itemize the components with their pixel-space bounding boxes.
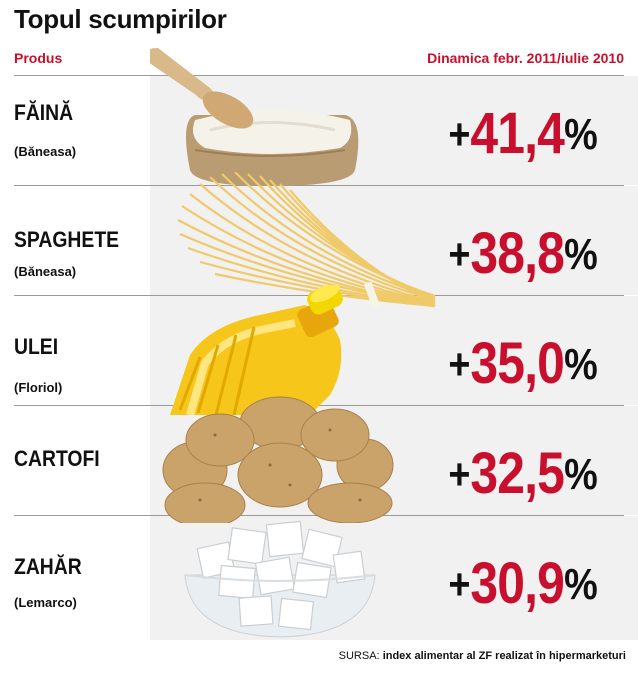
value-label: +35,0% xyxy=(449,330,598,397)
value-label: +30,9% xyxy=(449,550,598,617)
value-label: +41,4% xyxy=(449,100,598,167)
column-header-dynamics: Dinamica febr. 2011/iulie 2010 xyxy=(427,50,624,66)
value-label: +32,5% xyxy=(449,440,598,507)
plus-sign: + xyxy=(448,230,471,279)
row-divider xyxy=(14,75,624,76)
product-brand: (Băneasa) xyxy=(14,144,77,159)
product-name: FĂINĂ xyxy=(14,100,74,125)
product-brand: (Băneasa) xyxy=(14,264,77,279)
potatoes-image xyxy=(162,396,394,523)
percent-sign: % xyxy=(564,110,598,159)
value-number: 35,0 xyxy=(470,331,566,396)
percent-sign: % xyxy=(564,560,598,609)
flour-sack-image xyxy=(150,48,359,186)
source-label: SURSA: xyxy=(338,650,380,662)
row-divider xyxy=(14,185,624,186)
product-name: ZAHĂR xyxy=(14,554,82,579)
plus-sign: + xyxy=(448,450,471,499)
plus-sign: + xyxy=(448,560,471,609)
percent-sign: % xyxy=(564,450,598,499)
plus-sign: + xyxy=(448,110,471,159)
column-header-product: Produs xyxy=(14,50,63,66)
plus-sign: + xyxy=(448,340,471,389)
value-number: 38,8 xyxy=(470,221,566,286)
percent-sign: % xyxy=(564,230,598,279)
value-label: +38,8% xyxy=(449,220,598,287)
sugar-cubes-bowl-image xyxy=(184,520,376,638)
spaghetti-bundle-image xyxy=(177,172,436,307)
source-text: index alimentar al ZF realizat în hiperm… xyxy=(382,650,626,662)
value-number: 30,9 xyxy=(470,551,566,616)
percent-sign: % xyxy=(564,340,598,389)
page-title: Topul scumpirilor xyxy=(14,4,227,34)
product-brand: (Floriol) xyxy=(14,380,63,395)
source-note: SURSA: index alimentar al ZF realizat în… xyxy=(339,650,626,662)
value-number: 32,5 xyxy=(470,441,566,506)
product-name: CARTOFI xyxy=(14,446,100,471)
product-name: ULEI xyxy=(14,334,59,359)
product-name: SPAGHETE xyxy=(14,227,120,252)
oil-bottle-image xyxy=(170,285,343,415)
value-number: 41,4 xyxy=(470,101,566,166)
product-brand: (Lemarco) xyxy=(14,595,77,610)
